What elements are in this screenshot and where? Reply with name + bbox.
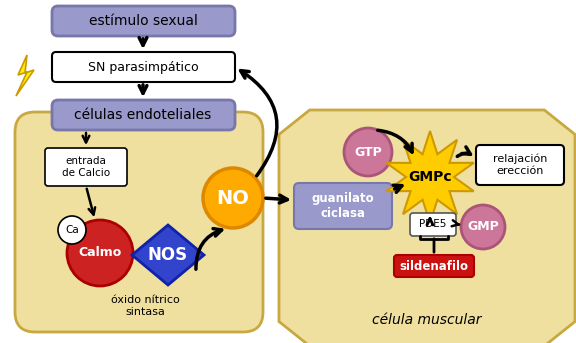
Text: células endoteliales: células endoteliales xyxy=(74,108,211,122)
FancyArrowPatch shape xyxy=(241,71,277,176)
FancyBboxPatch shape xyxy=(45,148,127,186)
FancyBboxPatch shape xyxy=(15,112,263,332)
Polygon shape xyxy=(279,110,575,343)
FancyArrowPatch shape xyxy=(378,130,412,152)
FancyBboxPatch shape xyxy=(52,52,235,82)
Text: PDE5: PDE5 xyxy=(419,219,446,229)
FancyArrowPatch shape xyxy=(196,229,222,269)
Text: NO: NO xyxy=(217,189,249,208)
Circle shape xyxy=(203,168,263,228)
Text: célula muscular: célula muscular xyxy=(372,313,482,327)
FancyBboxPatch shape xyxy=(52,100,235,130)
Circle shape xyxy=(461,205,505,249)
Text: GMP: GMP xyxy=(467,221,499,234)
Circle shape xyxy=(67,220,133,286)
Polygon shape xyxy=(386,131,473,223)
Text: entrada
de Calcio: entrada de Calcio xyxy=(62,156,110,178)
Circle shape xyxy=(344,128,392,176)
FancyBboxPatch shape xyxy=(294,183,392,229)
FancyArrowPatch shape xyxy=(457,147,471,156)
FancyBboxPatch shape xyxy=(410,213,456,236)
Text: estímulo sexual: estímulo sexual xyxy=(89,14,198,28)
Text: sildenafilo: sildenafilo xyxy=(400,260,468,272)
Text: óxido nítrico
sintasa: óxido nítrico sintasa xyxy=(111,295,179,317)
Text: relajación
erección: relajación erección xyxy=(493,154,547,176)
Text: GMPc: GMPc xyxy=(408,170,452,184)
Text: Ca: Ca xyxy=(65,225,79,235)
FancyBboxPatch shape xyxy=(476,145,564,185)
FancyBboxPatch shape xyxy=(52,6,235,36)
Polygon shape xyxy=(132,225,204,285)
Text: NOS: NOS xyxy=(148,246,188,264)
Text: GTP: GTP xyxy=(354,145,382,158)
Circle shape xyxy=(58,216,86,244)
Polygon shape xyxy=(16,55,34,96)
Text: Calmo: Calmo xyxy=(78,247,122,260)
Text: SN parasimpático: SN parasimpático xyxy=(88,60,198,73)
Text: guanilato
ciclasa: guanilato ciclasa xyxy=(312,192,374,220)
FancyBboxPatch shape xyxy=(394,255,474,277)
